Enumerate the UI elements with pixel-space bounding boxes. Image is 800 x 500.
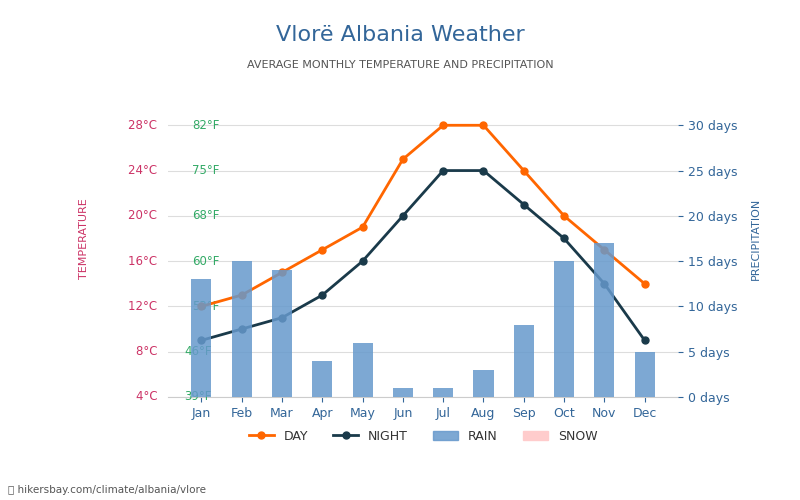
DAY — [478, 122, 488, 128]
Line: DAY: DAY — [198, 122, 648, 310]
Line: NIGHT: NIGHT — [198, 167, 648, 344]
NIGHT — [318, 292, 327, 298]
Text: 16°C: 16°C — [128, 254, 162, 268]
DAY — [519, 168, 529, 173]
Text: 🔗 hikersbay.com/climate/albania/vlore: 🔗 hikersbay.com/climate/albania/vlore — [8, 485, 206, 495]
Text: 75°F: 75°F — [192, 164, 219, 177]
Text: AVERAGE MONTHLY TEMPERATURE AND PRECIPITATION: AVERAGE MONTHLY TEMPERATURE AND PRECIPIT… — [246, 60, 554, 70]
NIGHT — [599, 281, 609, 287]
Text: 12°C: 12°C — [128, 300, 162, 313]
DAY — [599, 247, 609, 253]
Bar — [353, 342, 373, 397]
DAY — [398, 156, 408, 162]
DAY — [640, 281, 650, 287]
NIGHT — [358, 258, 367, 264]
Text: 28°C: 28°C — [129, 119, 162, 132]
Bar — [191, 279, 211, 397]
NIGHT — [197, 338, 206, 344]
Bar — [312, 360, 332, 397]
NIGHT — [519, 202, 529, 207]
NIGHT — [559, 236, 569, 242]
Text: 20°C: 20°C — [129, 210, 162, 222]
Text: Vlorë Albania Weather: Vlorë Albania Weather — [276, 25, 524, 45]
Bar — [393, 388, 413, 397]
DAY — [277, 270, 286, 276]
DAY — [438, 122, 448, 128]
Y-axis label: TEMPERATURE: TEMPERATURE — [79, 198, 89, 279]
Text: 53°F: 53°F — [192, 300, 219, 313]
Text: 68°F: 68°F — [192, 210, 219, 222]
DAY — [358, 224, 367, 230]
DAY — [197, 304, 206, 310]
Text: 8°C: 8°C — [136, 345, 162, 358]
Legend: DAY, NIGHT, RAIN, SNOW: DAY, NIGHT, RAIN, SNOW — [244, 425, 602, 448]
NIGHT — [640, 338, 650, 344]
NIGHT — [478, 168, 488, 173]
Bar — [474, 370, 494, 397]
Bar — [433, 388, 454, 397]
Bar — [232, 261, 252, 397]
Bar — [272, 270, 292, 397]
Text: 82°F: 82°F — [192, 119, 219, 132]
Bar — [514, 324, 534, 397]
Bar — [634, 352, 654, 397]
DAY — [559, 213, 569, 219]
NIGHT — [237, 326, 246, 332]
Bar — [594, 243, 614, 397]
Text: 46°F: 46°F — [184, 345, 212, 358]
NIGHT — [438, 168, 448, 173]
Text: 4°C: 4°C — [136, 390, 162, 404]
Text: 39°F: 39°F — [184, 390, 211, 404]
NIGHT — [277, 314, 286, 320]
Text: 24°C: 24°C — [128, 164, 162, 177]
DAY — [318, 247, 327, 253]
NIGHT — [398, 213, 408, 219]
Text: 60°F: 60°F — [192, 254, 219, 268]
Bar — [554, 261, 574, 397]
DAY — [237, 292, 246, 298]
Y-axis label: PRECIPITATION: PRECIPITATION — [751, 198, 761, 280]
